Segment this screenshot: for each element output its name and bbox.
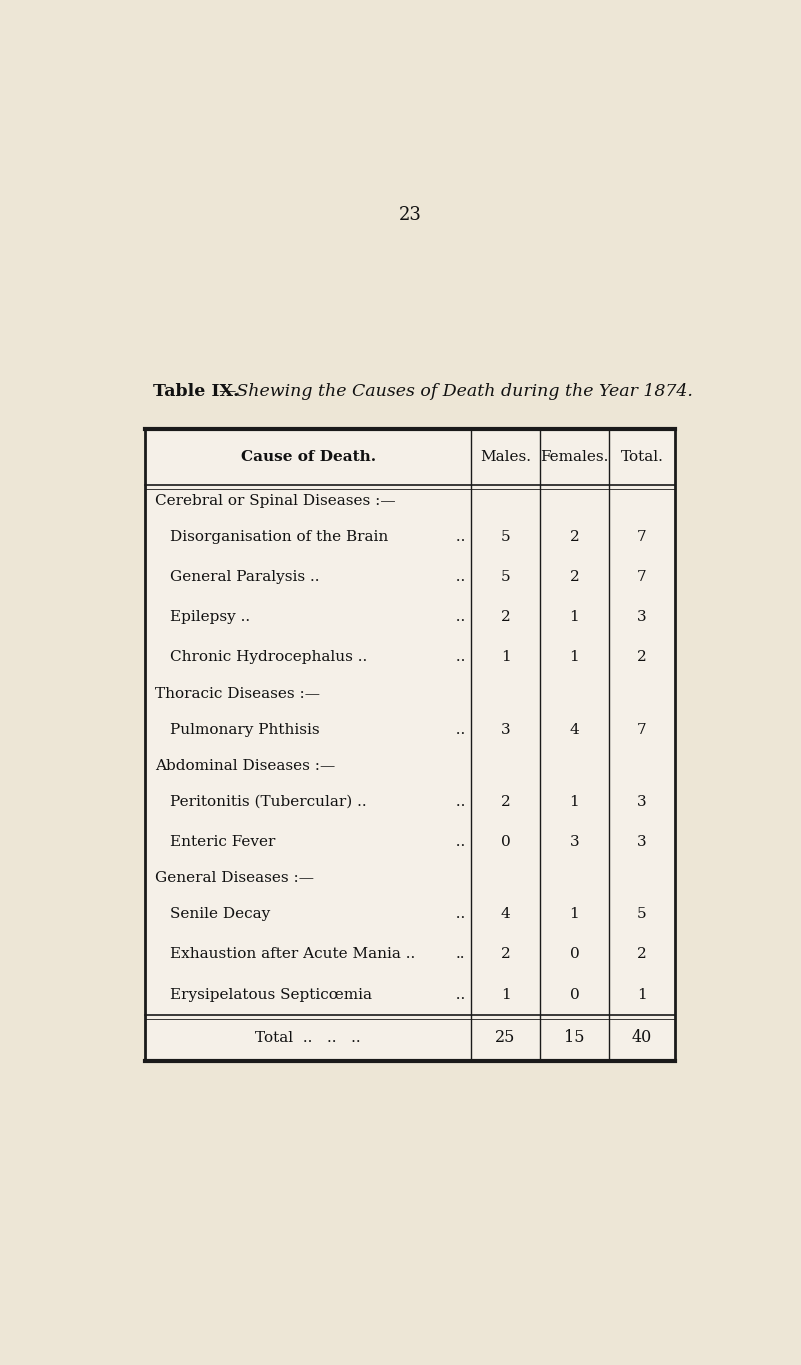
Text: ..: .. (445, 835, 465, 849)
Text: 2: 2 (501, 794, 510, 809)
Text: Cerebral or Spinal Diseases :—: Cerebral or Spinal Diseases :— (155, 494, 396, 508)
Text: 5: 5 (501, 571, 510, 584)
Text: Total  ..   ..   ..: Total .. .. .. (256, 1031, 361, 1044)
Text: 3: 3 (638, 835, 647, 849)
Text: Senile Decay: Senile Decay (170, 908, 270, 921)
Bar (145, 430, 675, 1061)
Text: 15: 15 (564, 1029, 585, 1046)
Text: 1: 1 (637, 988, 647, 1002)
Text: Enteric Fever: Enteric Fever (170, 835, 276, 849)
Text: 0: 0 (501, 835, 510, 849)
Text: 4: 4 (501, 908, 510, 921)
Text: General Paralysis ..: General Paralysis .. (170, 571, 320, 584)
Text: 2: 2 (501, 947, 510, 961)
Text: 2: 2 (570, 530, 579, 545)
Text: 7: 7 (638, 530, 647, 545)
Text: 1: 1 (501, 988, 510, 1002)
Text: 1: 1 (501, 651, 510, 665)
Text: Peritonitis (Tubercular) ..: Peritonitis (Tubercular) .. (170, 794, 367, 809)
Text: 5: 5 (638, 908, 647, 921)
Text: 3: 3 (638, 610, 647, 624)
Text: ..: .. (445, 571, 465, 584)
Text: 5: 5 (501, 530, 510, 545)
Text: Epilepsy ..: Epilepsy .. (170, 610, 250, 624)
Text: 1: 1 (570, 794, 579, 809)
Text: Abdominal Diseases :—: Abdominal Diseases :— (155, 759, 336, 773)
Text: Chronic Hydrocephalus ..: Chronic Hydrocephalus .. (170, 651, 367, 665)
Text: General Diseases :—: General Diseases :— (155, 871, 314, 886)
Text: 1: 1 (570, 610, 579, 624)
Text: Total.: Total. (621, 450, 663, 464)
Text: ..: .. (445, 610, 465, 624)
Text: 3: 3 (638, 794, 647, 809)
Text: Cause of Death.: Cause of Death. (240, 450, 376, 464)
Text: Disorganisation of the Brain: Disorganisation of the Brain (170, 530, 388, 545)
Text: —Shewing the Causes of Death during the Year 1874.: —Shewing the Causes of Death during the … (219, 384, 694, 400)
Text: 1: 1 (570, 908, 579, 921)
Text: 0: 0 (570, 988, 579, 1002)
Text: 7: 7 (638, 722, 647, 737)
Text: ..: .. (450, 794, 465, 809)
Text: Females.: Females. (540, 450, 609, 464)
Text: ..: .. (450, 530, 465, 545)
Text: 2: 2 (570, 571, 579, 584)
Text: 0: 0 (570, 947, 579, 961)
Text: Thoracic Diseases :—: Thoracic Diseases :— (155, 687, 320, 700)
Text: 2: 2 (501, 610, 510, 624)
Text: 40: 40 (632, 1029, 652, 1046)
Text: 4: 4 (570, 722, 579, 737)
Text: ..: .. (450, 651, 465, 665)
Text: ..: .. (445, 908, 465, 921)
Text: Exhaustion after Acute Mania ..: Exhaustion after Acute Mania .. (170, 947, 415, 961)
Text: ..: .. (445, 722, 465, 737)
Text: 2: 2 (637, 651, 647, 665)
Text: 2: 2 (637, 947, 647, 961)
Text: Pulmonary Phthisis: Pulmonary Phthisis (170, 722, 320, 737)
Text: 23: 23 (399, 206, 422, 224)
Text: 1: 1 (570, 651, 579, 665)
Text: Table IX.: Table IX. (153, 384, 239, 400)
Text: 7: 7 (638, 571, 647, 584)
Text: ..: .. (445, 988, 465, 1002)
Text: Males.: Males. (480, 450, 531, 464)
Text: 3: 3 (570, 835, 579, 849)
Text: Erysipelatous Septicœmia: Erysipelatous Septicœmia (170, 988, 372, 1002)
Text: ..: .. (456, 947, 465, 961)
Text: 3: 3 (501, 722, 510, 737)
Text: 25: 25 (495, 1029, 516, 1046)
